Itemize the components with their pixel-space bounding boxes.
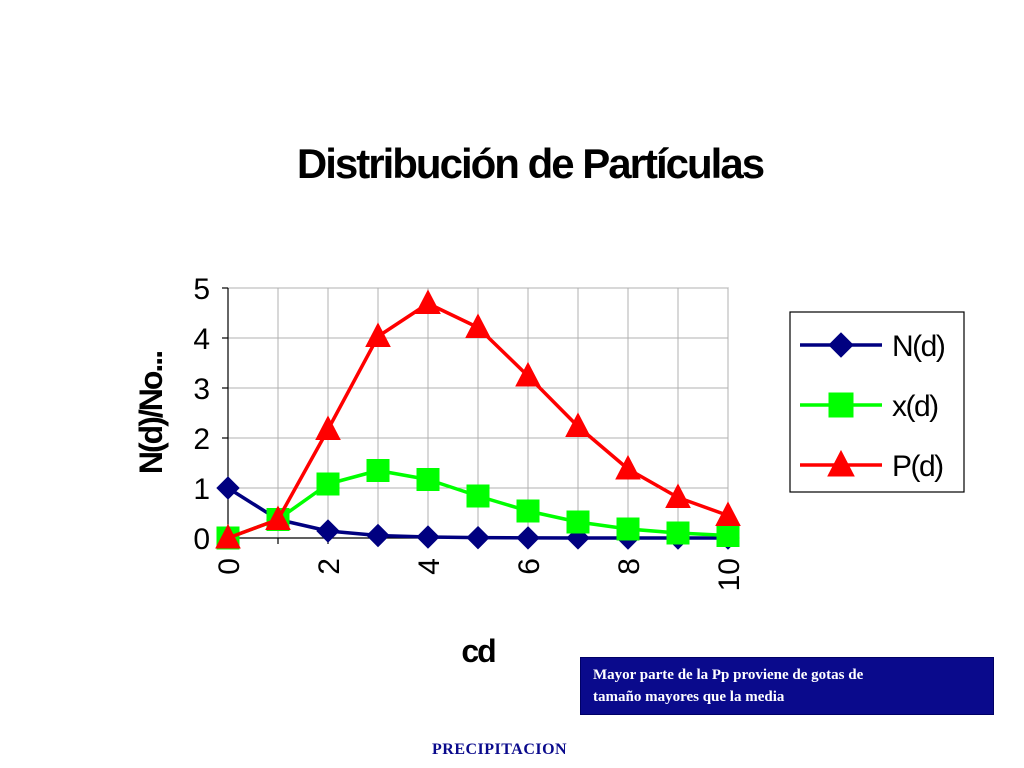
data-point bbox=[828, 392, 854, 418]
data-point bbox=[616, 517, 640, 541]
data-point bbox=[316, 519, 340, 543]
data-point bbox=[415, 289, 441, 314]
legend-box bbox=[789, 311, 965, 493]
series-triangle bbox=[215, 289, 741, 549]
data-point bbox=[265, 505, 291, 530]
y-tick-label: 3 bbox=[193, 373, 210, 406]
note-box: Mayor parte de la Pp proviene de gotas d… bbox=[580, 657, 994, 715]
legend-entry: x(d) bbox=[800, 390, 940, 423]
legend-entry: N(d) bbox=[800, 330, 946, 363]
x-tick-label: 8 bbox=[613, 558, 646, 575]
series-layer bbox=[215, 289, 741, 550]
y-tick-label: 0 bbox=[193, 523, 210, 556]
y-tick-label: 2 bbox=[193, 423, 210, 456]
data-point bbox=[466, 484, 490, 508]
data-point bbox=[516, 526, 540, 550]
data-point bbox=[828, 332, 854, 358]
data-point bbox=[416, 525, 440, 549]
x-tick-label: 4 bbox=[413, 558, 446, 575]
y-axis-title: N(d)/No... bbox=[133, 352, 169, 474]
data-point bbox=[515, 361, 541, 387]
x-tick-label: 10 bbox=[713, 558, 746, 591]
x-axis-title: cd bbox=[461, 633, 495, 669]
footer-title: PRECIPITACION bbox=[432, 741, 568, 758]
legend-entry: P(d) bbox=[800, 449, 945, 483]
x-tick-label: 6 bbox=[513, 558, 546, 575]
data-point bbox=[365, 322, 391, 347]
data-point bbox=[716, 524, 740, 547]
data-point bbox=[827, 449, 855, 477]
data-point bbox=[615, 454, 641, 480]
data-point bbox=[466, 525, 490, 550]
y-tick-label: 1 bbox=[193, 473, 210, 506]
data-point bbox=[215, 523, 241, 549]
data-point bbox=[566, 510, 590, 534]
legend-label: x(d) bbox=[892, 390, 938, 423]
note-line-1: Mayor parte de la Pp proviene de gotas d… bbox=[593, 667, 864, 683]
data-point bbox=[666, 521, 690, 545]
legend-label: N(d) bbox=[892, 330, 945, 363]
data-point bbox=[315, 415, 341, 440]
data-point bbox=[416, 468, 440, 491]
chart-title: Distribución de Partículas bbox=[296, 140, 765, 187]
x-tick-label: 0 bbox=[213, 558, 246, 575]
legend: N(d) x(d) P(d) bbox=[789, 311, 965, 493]
data-point bbox=[565, 412, 591, 437]
data-point bbox=[516, 499, 540, 523]
y-tick-label: 5 bbox=[193, 273, 210, 306]
data-point bbox=[216, 476, 240, 500]
data-point bbox=[316, 472, 340, 496]
data-point bbox=[366, 523, 390, 548]
data-point bbox=[715, 501, 741, 526]
x-tick-label: 2 bbox=[313, 558, 346, 575]
legend-label: P(d) bbox=[892, 450, 943, 483]
y-tick-label: 4 bbox=[193, 323, 210, 356]
note-line-2: tamaño mayores que la media bbox=[593, 689, 785, 705]
data-point bbox=[465, 313, 491, 338]
data-point bbox=[665, 483, 691, 508]
data-point bbox=[366, 459, 390, 482]
